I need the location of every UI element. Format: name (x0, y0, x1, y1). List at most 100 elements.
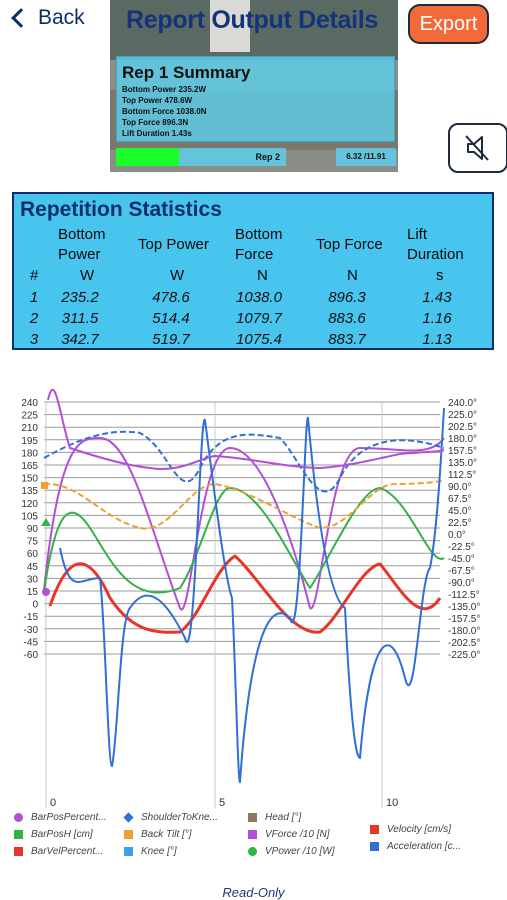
y-right-tick-label: 112.5° (448, 470, 476, 481)
export-button[interactable]: Export (408, 4, 489, 44)
back-label: Back (38, 6, 85, 29)
legend-label: VPower /10 [W] (265, 846, 335, 857)
summary-line: Bottom Power 235.2W (122, 85, 207, 94)
y-left-tick-label: 30 (27, 574, 39, 585)
series-line-acceleration (59, 407, 445, 784)
thumbnail-athlete-leg (210, 0, 250, 52)
y-right-tick-label: 180.0° (448, 434, 477, 445)
y-left-tick-label: 150 (21, 474, 38, 485)
table-cell: 235.2 (61, 289, 99, 306)
legend-item: VPower /10 [W] (248, 846, 334, 857)
triangle-marker-icon (370, 825, 379, 834)
y-left-tick-label: 105 (21, 511, 38, 522)
legend-item: ShoulderToKne... (123, 812, 218, 823)
table-cell: 1075.4 (236, 331, 282, 348)
col-header: Force (235, 246, 274, 263)
rep-label: Rep 2 (255, 152, 280, 162)
legend-label: BarPosH [cm] (31, 829, 93, 840)
y-right-tick-label: 240.0° (448, 398, 477, 409)
y-right-tick-label: 45.0° (448, 506, 471, 517)
x-tick-label: 5 (219, 797, 225, 808)
rep-summary-overlay: Rep 1 Summary Bottom Power 235.2W Top Po… (116, 56, 395, 142)
unit-label: s (436, 267, 444, 284)
chevron-left-icon (11, 8, 31, 28)
legend-item: Back Tilt [°] (124, 829, 192, 840)
legend-item: Knee [°] (124, 846, 177, 857)
legend-label: Velocity [cm/s] (387, 824, 452, 835)
y-right-tick-label: -90.0° (448, 578, 475, 589)
series-line-shoulder-to-knee (43, 430, 445, 493)
y-right-tick-label: 135.0° (448, 458, 477, 469)
circle-marker-icon (248, 847, 257, 856)
y-left-tick-label: 75 (27, 537, 39, 548)
series-start-marker (41, 518, 51, 526)
unit-label: W (170, 267, 185, 284)
diamond-marker-icon (123, 812, 134, 823)
legend-item: BarPosPercent... (14, 812, 107, 823)
col-header: Bottom (58, 226, 106, 243)
y-right-tick-label: -157.5° (448, 614, 480, 625)
triangle-marker-icon (14, 830, 23, 839)
y-right-tick-label: -135.0° (448, 602, 480, 613)
chart-legend: BarPosPercent... BarPosH [cm] BarVelPercen… (14, 812, 494, 864)
row-index-cell: 2 (29, 310, 39, 327)
table-cell: 519.7 (152, 331, 190, 348)
y-left-tick-label: 15 (27, 587, 39, 598)
col-header: Top Power (138, 236, 209, 253)
summary-line: Lift Duration 1.43s (122, 129, 192, 138)
series-line-back-tilt (43, 479, 445, 530)
y-right-tick-label: -180.0° (448, 626, 480, 637)
table-cell: 514.4 (152, 310, 190, 327)
y-left-tick-label: 120 (21, 499, 38, 510)
y-left-tick-label: 225 (21, 411, 38, 422)
rep-summary-title: Rep 1 Summary (122, 63, 251, 82)
legend-label: Acceleration [c... (387, 841, 461, 852)
page-title: Report Output Details (126, 6, 379, 34)
y-right-tick-label: -225.0° (448, 650, 480, 661)
y-left-tick-label: 180 (21, 448, 38, 459)
table-cell: 1.13 (422, 331, 452, 348)
y-right-tick-label: 0.0° (448, 530, 466, 541)
legend-label: Back Tilt [°] (141, 829, 192, 840)
rep-chart[interactable]: 2402252101951801651501351201059075604530… (0, 378, 507, 808)
rep-progress-fill (116, 148, 179, 166)
y-left-tick-label: 45 (27, 562, 39, 573)
y-left-tick-label: -45 (24, 637, 39, 648)
x-tick-label: 10 (386, 797, 398, 808)
y-left-tick-label: 210 (21, 423, 38, 434)
table-cell: 1.43 (422, 289, 452, 306)
col-header: Lift (407, 226, 428, 243)
y-left-tick-label: -30 (24, 625, 39, 636)
col-header: Bottom (235, 226, 283, 243)
col-header: Top Force (316, 236, 383, 253)
table-cell: 342.7 (61, 331, 99, 348)
legend-item: BarVelPercent... (14, 846, 103, 857)
repetition-statistics-table: Repetition Statistics Bottom Power Top P… (12, 192, 494, 350)
y-right-tick-label: -112.5° (448, 590, 480, 601)
series-line-barpospercent (47, 389, 445, 470)
legend-label: ShoulderToKne... (141, 812, 218, 823)
pentagon-marker-icon (124, 830, 133, 839)
rep-progress-bar[interactable]: Rep 2 (116, 148, 286, 166)
unit-label: N (257, 267, 268, 284)
circle-marker-icon (14, 813, 23, 822)
table-cell: 1038.0 (236, 289, 282, 306)
legend-label: BarPosPercent... (31, 812, 107, 823)
legend-label: BarVelPercent... (31, 846, 104, 857)
read-only-label: Read-Only (222, 885, 285, 900)
series-start-marker (42, 588, 50, 596)
series-line-velocity (48, 554, 442, 634)
table-cell: 883.6 (328, 310, 366, 327)
y-right-tick-label: 22.5° (448, 518, 471, 529)
table-cell: 1.16 (422, 310, 452, 327)
square-marker-icon (370, 842, 379, 851)
y-left-tick-label: 240 (21, 398, 38, 409)
plus-marker-icon (248, 830, 257, 839)
x-tick-label: 0 (50, 797, 56, 808)
y-right-tick-label: -67.5° (448, 566, 475, 577)
col-header: Power (58, 246, 101, 263)
mute-button[interactable] (448, 123, 507, 173)
y-left-tick-label: -15 (24, 612, 39, 623)
y-left-tick-label: 165 (21, 461, 38, 472)
back-button[interactable]: Back (8, 6, 85, 30)
